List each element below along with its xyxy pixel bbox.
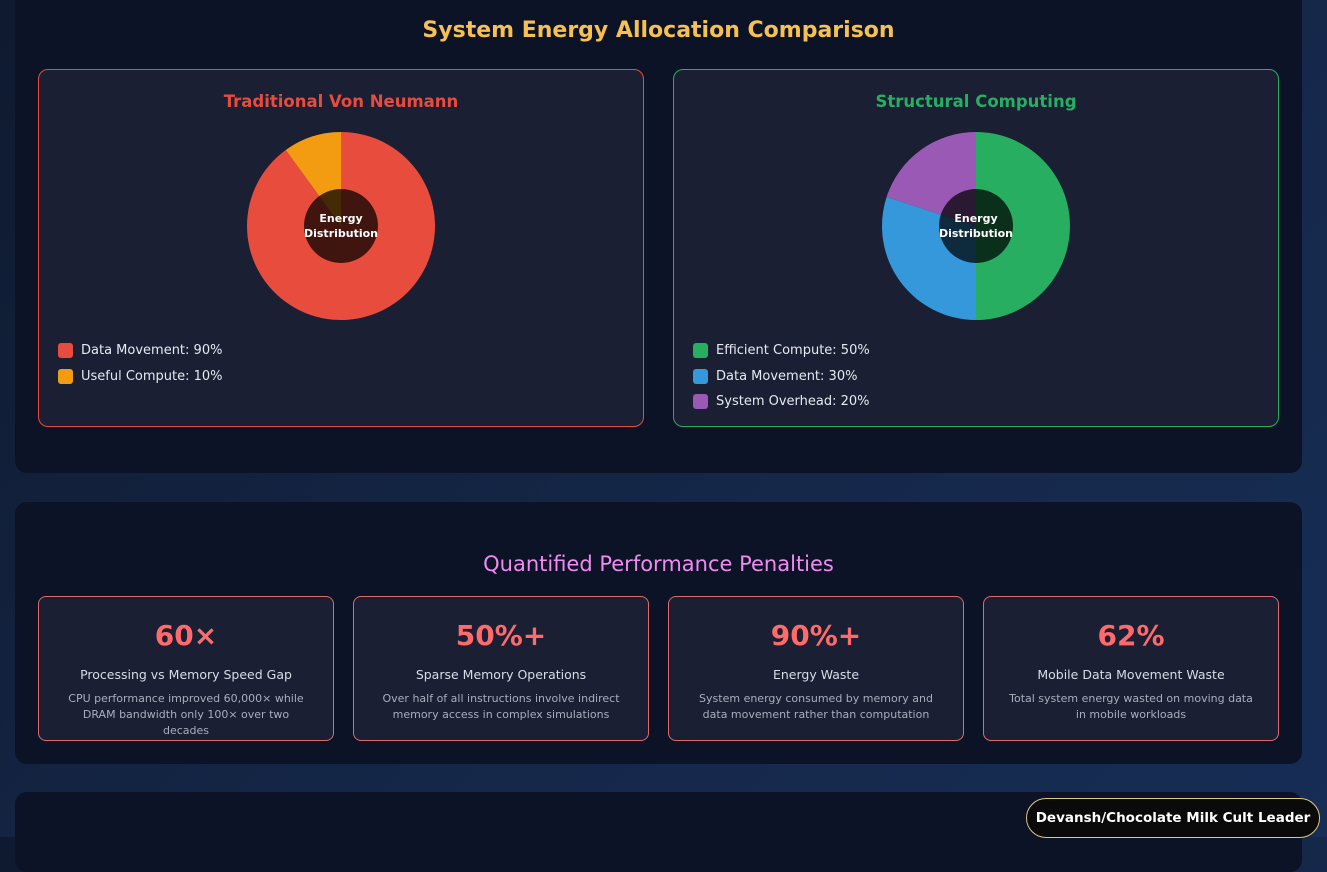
metric-description: System energy consumed by memory and dat…: [699, 692, 933, 721]
metric-label: Processing vs Memory Speed Gap: [80, 667, 292, 682]
legend-item: System Overhead: 20%: [693, 389, 870, 415]
performance-penalties-panel: Quantified Performance Penalties 60× Pro…: [15, 502, 1302, 764]
legend-swatch: [693, 368, 708, 384]
author-badge[interactable]: Devansh/Chocolate Milk Cult Leader: [1026, 798, 1320, 838]
penalties-section-title: Quantified Performance Penalties: [483, 552, 834, 576]
legend-swatch: [58, 368, 73, 384]
metric-description: CPU performance improved 60,000× while D…: [68, 692, 304, 737]
metric-value: 62%: [1097, 619, 1165, 652]
legend-item: Efficient Compute: 50%: [693, 338, 870, 364]
legend-item: Useful Compute: 10%: [58, 364, 223, 390]
legend-swatch: [693, 394, 708, 410]
legend-label: Data Movement: 30%: [716, 368, 858, 384]
metric-card-energy-waste: 90%+ Energy Waste System energy consumed…: [668, 596, 964, 741]
metric-card-mobile-waste: 62% Mobile Data Movement Waste Total sys…: [983, 596, 1279, 741]
legend-swatch: [693, 343, 708, 359]
metric-value: 60×: [154, 619, 218, 652]
energy-section-title: System Energy Allocation Comparison: [422, 18, 895, 43]
von-neumann-chart-title: Traditional Von Neumann: [223, 92, 459, 111]
pie-center-label: Energy: [319, 212, 362, 225]
energy-allocation-panel: System Energy Allocation Comparison Trad…: [15, 0, 1302, 473]
metric-label: Mobile Data Movement Waste: [1037, 667, 1225, 682]
pie-center-label: Energy: [954, 212, 997, 225]
von-neumann-pie-chart: Energy Distribution: [246, 132, 435, 320]
metric-value: 50%+: [455, 619, 547, 652]
metric-label: Sparse Memory Operations: [415, 667, 587, 682]
legend-label: Data Movement: 90%: [81, 343, 223, 359]
pie-center-label: Distribution: [939, 227, 1013, 240]
pie-center-hole: [939, 189, 1013, 263]
pie-center-label: Distribution: [304, 227, 378, 240]
legend-label: System Overhead: 20%: [716, 394, 870, 410]
metric-card-sparse-memory: 50%+ Sparse Memory Operations Over half …: [353, 596, 649, 741]
legend-label: Efficient Compute: 50%: [716, 343, 870, 359]
metric-description: Over half of all instructions involve in…: [382, 692, 620, 721]
metric-label: Energy Waste: [772, 667, 860, 682]
legend-label: Useful Compute: 10%: [81, 368, 223, 384]
pie-slice-efficient-compute[interactable]: [976, 132, 1070, 320]
legend-item: Data Movement: 90%: [58, 338, 223, 364]
pie-center-hole: [304, 189, 378, 263]
von-neumann-legend: Data Movement: 90% Useful Compute: 10%: [58, 338, 223, 389]
legend-swatch: [58, 343, 73, 359]
structural-computing-chart-title: Structural Computing: [875, 92, 1077, 111]
metric-description: Total system energy wasted on moving dat…: [1009, 692, 1253, 721]
structural-computing-chart-card: Structural Computing Energy Distribution …: [673, 69, 1279, 427]
legend-item: Data Movement: 30%: [693, 364, 870, 390]
metric-card-speed-gap: 60× Processing vs Memory Speed Gap CPU p…: [38, 596, 334, 741]
von-neumann-chart-card: Traditional Von Neumann Energy Distributi…: [38, 69, 644, 427]
structural-computing-legend: Efficient Compute: 50% Data Movement: 30%…: [693, 338, 870, 415]
metric-value: 90%+: [770, 619, 862, 652]
structural-computing-pie-chart: Energy Distribution: [882, 132, 1070, 320]
